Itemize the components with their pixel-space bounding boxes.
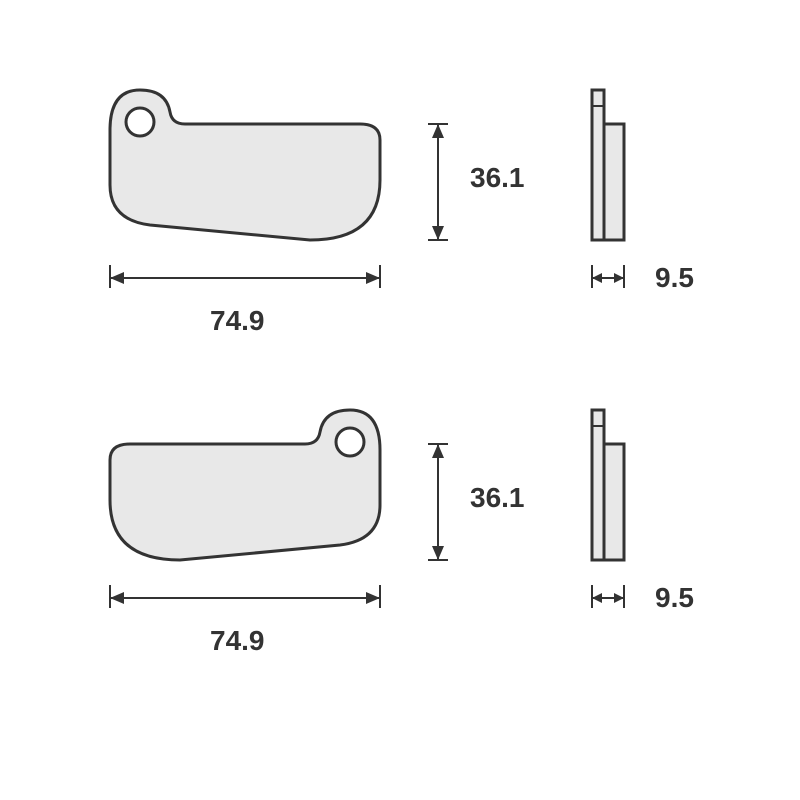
top-height-label: 36.1 [470, 162, 525, 194]
bot-width-label: 74.9 [210, 625, 265, 657]
top-pad-side [580, 80, 640, 260]
top-height-dim [420, 80, 460, 260]
bot-width-dim [80, 580, 410, 630]
top-width-label: 74.9 [210, 305, 265, 337]
top-thick-dim [580, 260, 640, 310]
top-pad-front [80, 80, 410, 260]
bot-height-label: 36.1 [470, 482, 525, 514]
top-thick-label: 9.5 [655, 262, 694, 294]
bottom-pad-side [580, 400, 640, 580]
bot-height-dim [420, 400, 460, 580]
bot-thick-dim [580, 580, 640, 630]
bot-thick-label: 9.5 [655, 582, 694, 614]
bottom-pad-front [80, 400, 410, 580]
brake-pad-dimension-diagram: 36.1 74.9 9.5 36.1 74.9 9.5 [80, 80, 720, 720]
top-width-dim [80, 260, 410, 310]
